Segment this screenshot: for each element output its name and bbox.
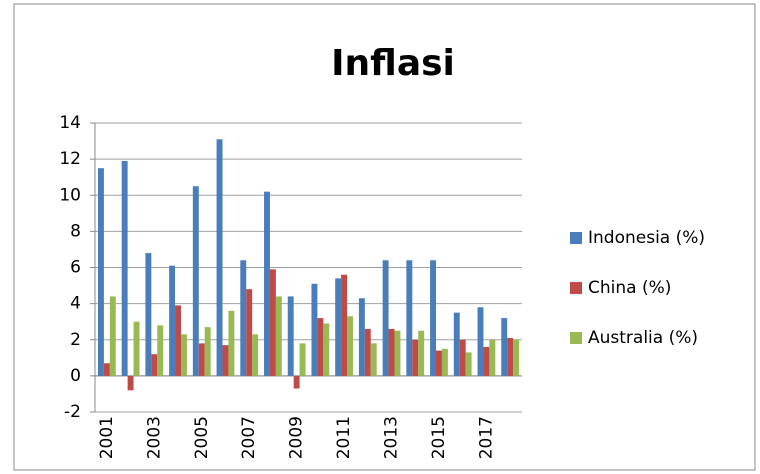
x-tick-label: 2007 xyxy=(239,416,259,459)
y-tick-label: 0 xyxy=(70,366,81,386)
x-tick-label: 2001 xyxy=(97,416,117,459)
bar xyxy=(151,354,158,376)
bar xyxy=(264,191,270,376)
y-tick-label: 14 xyxy=(59,113,81,133)
bar xyxy=(459,339,466,376)
x-tick-label: 2003 xyxy=(144,416,164,459)
legend-swatch xyxy=(570,332,582,344)
bar xyxy=(489,339,496,376)
bar xyxy=(109,296,116,376)
y-tick-label: -2 xyxy=(64,402,81,422)
y-tick-label: 6 xyxy=(70,258,81,278)
x-tick-label: 2005 xyxy=(192,416,212,459)
bar xyxy=(169,265,176,376)
chart-title: Inflasi xyxy=(331,43,455,84)
bar xyxy=(222,345,229,376)
y-tick-label: 8 xyxy=(70,221,81,241)
bar xyxy=(133,321,140,376)
bar xyxy=(335,278,342,376)
bar xyxy=(97,168,104,376)
bar xyxy=(269,269,276,376)
bar xyxy=(501,318,508,376)
bar xyxy=(192,186,199,376)
bar xyxy=(252,334,259,376)
bar xyxy=(412,339,419,376)
bar xyxy=(358,298,365,376)
bar xyxy=(441,348,448,376)
bar xyxy=(127,375,134,391)
bar xyxy=(246,289,253,376)
bar xyxy=(364,328,371,376)
bar xyxy=(418,330,425,376)
bar xyxy=(388,328,395,376)
bar xyxy=(507,337,514,376)
y-tick-label: 10 xyxy=(59,185,81,205)
bar xyxy=(204,327,211,376)
bar xyxy=(240,260,247,376)
x-tick-label: 2015 xyxy=(429,416,449,459)
bar xyxy=(198,343,205,376)
y-tick-label: 4 xyxy=(70,294,81,314)
bar xyxy=(483,346,490,376)
bar xyxy=(216,139,223,376)
bar xyxy=(275,296,282,376)
bar xyxy=(430,260,437,376)
bar xyxy=(145,253,152,376)
x-tick-label: 2013 xyxy=(382,416,402,459)
legend-swatch xyxy=(570,282,582,294)
bar xyxy=(513,339,520,376)
bar xyxy=(175,305,181,376)
legend-label: Indonesia (%) xyxy=(588,228,705,248)
bar xyxy=(406,260,413,376)
legend-label: China (%) xyxy=(588,278,671,298)
bar xyxy=(228,310,235,376)
x-tick-label: 2009 xyxy=(287,416,307,459)
chart-border xyxy=(13,3,756,471)
bar xyxy=(465,352,472,376)
x-tick-label: 2011 xyxy=(334,416,354,459)
legend-label: Australia (%) xyxy=(588,328,698,348)
y-tick-label: 2 xyxy=(70,330,81,350)
bar xyxy=(103,363,110,376)
bar xyxy=(317,318,324,376)
bar xyxy=(453,312,460,376)
bar xyxy=(311,283,318,376)
bar xyxy=(341,274,348,376)
x-tick-label: 2017 xyxy=(476,416,496,459)
bar xyxy=(436,350,442,376)
legend-swatch xyxy=(570,232,582,244)
bar xyxy=(299,343,306,376)
bar xyxy=(180,334,187,376)
bar xyxy=(287,296,294,376)
bar xyxy=(323,323,330,376)
bar xyxy=(347,316,353,376)
bar xyxy=(394,330,401,376)
bar xyxy=(382,260,389,376)
bar xyxy=(370,343,377,376)
y-tick-label: 12 xyxy=(59,149,81,169)
bar xyxy=(157,325,164,376)
bar xyxy=(293,375,300,389)
bar xyxy=(121,160,128,376)
bar xyxy=(477,307,484,376)
